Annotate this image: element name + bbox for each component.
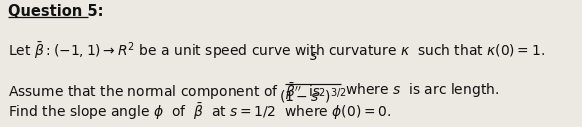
Text: $s$: $s$ xyxy=(308,50,318,64)
Text: $(1-s^2)^{3/2}$: $(1-s^2)^{3/2}$ xyxy=(279,86,347,106)
Text: Find the slope angle $\phi$  of  $\bar{\beta}$  at $s=1/2$  where $\phi(0)=0$.: Find the slope angle $\phi$ of $\bar{\be… xyxy=(8,101,391,122)
Text: where $s$  is arc length.: where $s$ is arc length. xyxy=(345,81,499,99)
Text: Question 5:: Question 5: xyxy=(8,4,103,19)
Text: Let $\bar{\beta}:(-1,1) \rightarrow R^2$ be a unit speed curve with curvature $\: Let $\bar{\beta}:(-1,1) \rightarrow R^2$… xyxy=(8,41,545,61)
Text: Assume that the normal component of  $\bar{\beta}^{\prime\prime}$  is: Assume that the normal component of $\ba… xyxy=(8,81,321,102)
